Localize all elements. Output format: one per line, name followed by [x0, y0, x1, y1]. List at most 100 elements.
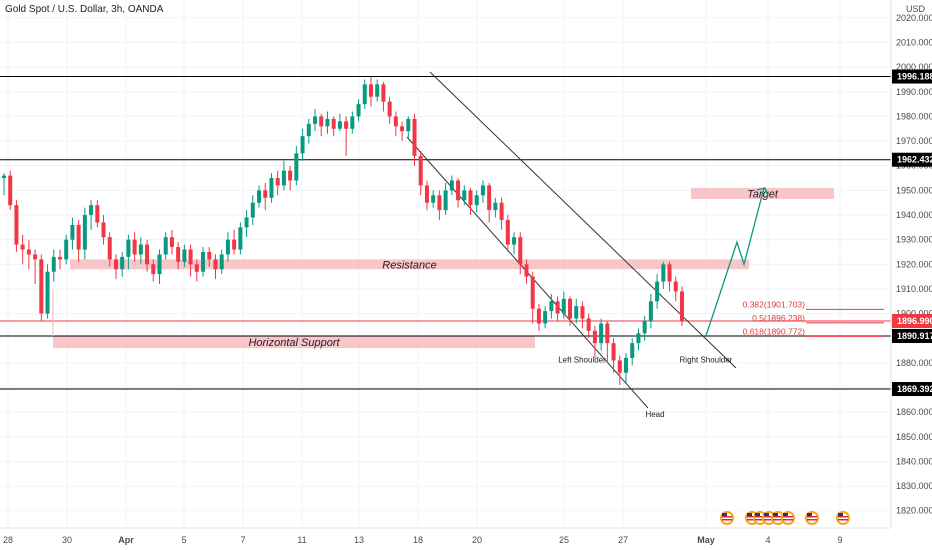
currency-label: USD: [906, 4, 926, 14]
candle-body: [57, 256, 62, 260]
candle-body: [362, 84, 367, 105]
candle-body: [468, 190, 473, 206]
price-level-tag-text: 1996.188: [897, 72, 932, 82]
candle-body: [406, 118, 411, 132]
us-flag-event-icon[interactable]: [805, 511, 819, 525]
candle-body: [157, 254, 162, 275]
candle-body: [375, 84, 380, 97]
candle-body: [667, 264, 672, 282]
price-level-tag: 1962.432: [892, 152, 932, 167]
flag-stripe: [773, 519, 783, 521]
flag-stripe: [807, 516, 817, 518]
us-flag-event-icon[interactable]: [836, 511, 850, 525]
candle-body: [487, 185, 492, 211]
y-tick-label: 1940.000: [896, 210, 932, 220]
fib-level-label: 0.5(1896.238): [752, 313, 805, 323]
x-tick-label: 4: [765, 535, 770, 545]
candle-body: [64, 239, 69, 260]
candle-body: [182, 249, 187, 262]
candle-body: [39, 259, 44, 314]
candle-body: [120, 256, 125, 270]
flag-stripe: [747, 519, 757, 521]
horizontal-support-zone: [53, 335, 535, 349]
flag-canton: [764, 513, 769, 516]
x-tick-label: 20: [472, 535, 482, 545]
candle-body: [76, 224, 81, 250]
candle-body: [45, 271, 50, 314]
event-markers[interactable]: [720, 511, 850, 525]
candle-body: [493, 202, 498, 211]
us-flag-event-icon[interactable]: [781, 511, 795, 525]
flag-stripe: [764, 516, 774, 518]
candle-body: [188, 249, 193, 265]
annotation-head: Head: [645, 410, 664, 419]
y-tick-label: 1970.000: [896, 136, 932, 146]
candle-body: [499, 202, 504, 220]
flag-stripe: [838, 516, 848, 518]
y-tick-label: 1980.000: [896, 111, 932, 121]
y-tick-label: 1850.000: [896, 432, 932, 442]
candle-body: [95, 205, 100, 223]
y-tick-label: 2000.000: [896, 62, 932, 72]
candle-body: [281, 170, 286, 186]
candle-body: [431, 195, 436, 203]
candle-body: [561, 298, 566, 314]
candle-body: [412, 118, 417, 156]
flag-stripe: [783, 516, 793, 518]
x-tick-label: 13: [354, 535, 364, 545]
candle-body: [294, 153, 299, 181]
candle-body: [126, 239, 131, 257]
candle-body: [275, 178, 280, 186]
candle-body: [673, 281, 678, 292]
candle-body: [418, 155, 423, 186]
y-tick-label: 1820.000: [896, 506, 932, 516]
flag-canton: [838, 513, 843, 516]
candle-body: [387, 101, 392, 117]
x-tick-label: 25: [559, 535, 569, 545]
projection-arrowhead: [756, 187, 769, 197]
flag-stripe: [722, 516, 732, 518]
candle-body: [524, 264, 529, 277]
candle-body: [244, 217, 249, 228]
x-tick-label: 7: [240, 535, 245, 545]
y-tick-label: 1920.000: [896, 259, 932, 269]
fib-level-label: 0.382(1901.703): [743, 299, 806, 309]
projection-path[interactable]: [705, 187, 769, 336]
us-flag-event-icon[interactable]: [720, 511, 734, 525]
candle-body: [151, 264, 156, 275]
candle-body: [462, 190, 467, 201]
x-tick-label: 11: [297, 535, 306, 545]
candle-body: [201, 251, 206, 272]
fibonacci-levels[interactable]: 0.382(1901.703) 0.5(1896.238) 0.618(1890.7…: [743, 299, 884, 337]
candle-body: [505, 219, 510, 245]
candle-body: [194, 264, 199, 272]
candle-body: [368, 84, 373, 97]
candle-body: [568, 298, 573, 319]
candle-body: [145, 244, 150, 265]
x-tick-label: 18: [413, 535, 423, 545]
candle-body: [611, 343, 616, 361]
zones-layer: Resistance Horizontal Support Target: [53, 187, 834, 349]
flag-stripe: [783, 519, 793, 521]
candle-body: [82, 215, 87, 250]
candle-body: [20, 244, 25, 250]
candle-body: [512, 237, 517, 245]
flag-canton: [773, 513, 778, 516]
us-flag-event-icon[interactable]: [771, 511, 785, 525]
target-label: Target: [747, 188, 779, 200]
candle-body: [605, 323, 610, 344]
candle-body: [2, 175, 6, 179]
x-tick-label: 28: [3, 535, 13, 545]
candle-body: [642, 320, 647, 334]
candle-body: [70, 224, 75, 240]
price-level-tag-text: 1890.917: [897, 331, 932, 341]
candle-body: [313, 116, 317, 124]
y-tick-label: 1830.000: [896, 481, 932, 491]
flag-stripe: [722, 519, 732, 521]
y-tick-label: 1880.000: [896, 358, 932, 368]
candle-body: [679, 291, 684, 321]
candle-body: [356, 104, 361, 117]
y-tick-label: 2020.000: [896, 13, 932, 23]
price-levels-layer: [0, 76, 891, 390]
candle-body: [350, 116, 355, 129]
